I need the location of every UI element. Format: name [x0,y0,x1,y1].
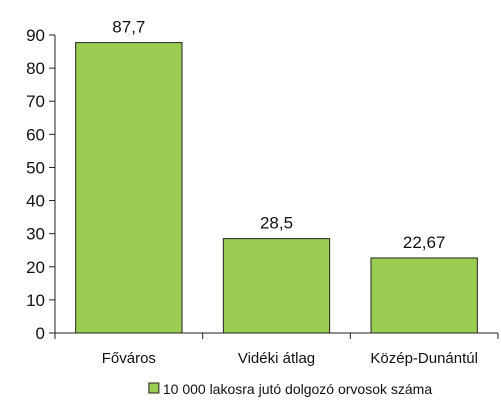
axes [54,35,499,339]
y-tick-label: 20 [26,258,45,277]
data-label: 22,67 [403,233,446,252]
y-tick-label: 30 [26,225,45,244]
bar [370,257,478,334]
y-tick-label: 10 [26,291,45,310]
category-label: Vidéki átlag [238,350,315,367]
legend: 10 000 lakosra jutó dolgozó orvosok szám… [148,381,432,397]
legend-label: 10 000 lakosra jutó dolgozó orvosok szám… [163,381,432,397]
category-label: Közép-Dunántúl [370,350,478,367]
y-tick-label: 70 [26,92,45,111]
category-labels: Főváros Vidéki átlag Közép-Dunántúl [102,350,478,367]
bar [75,42,183,334]
y-tick-label: 50 [26,158,45,177]
y-tick-label: 60 [26,125,45,144]
data-label: 87,7 [112,18,145,37]
category-label: Főváros [102,350,156,367]
y-tick-label: 90 [26,26,45,45]
y-tick-label: 0 [36,324,45,343]
y-tick-label: 80 [26,59,45,78]
data-label: 28,5 [260,214,293,233]
bars [75,42,478,334]
data-labels: 87,7 28,5 22,67 [112,18,445,252]
y-axis-ticks: 0 10 20 30 40 50 60 70 80 90 [26,26,55,343]
bar [222,238,331,334]
legend-swatch [148,382,160,394]
y-tick-label: 40 [26,192,45,211]
